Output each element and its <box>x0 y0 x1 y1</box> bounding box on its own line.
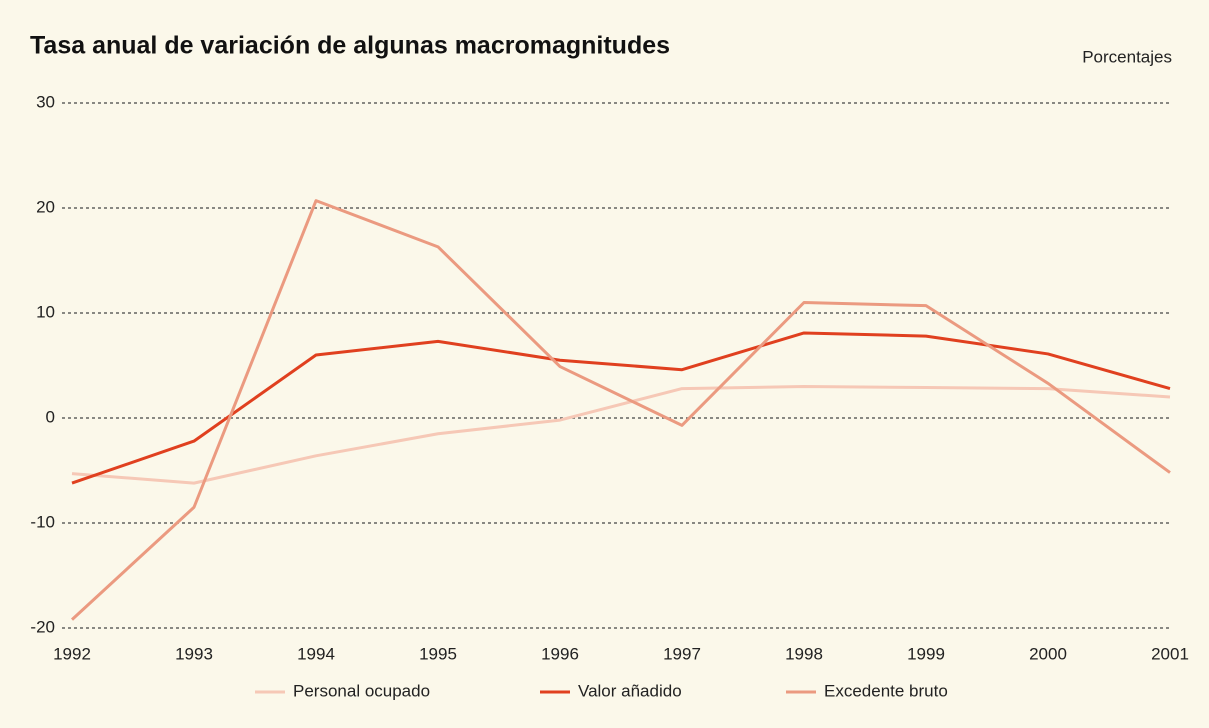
x-tick-label: 2001 <box>1151 644 1189 663</box>
x-tick-label: 1997 <box>663 644 701 663</box>
x-tick-label: 1996 <box>541 644 579 663</box>
y-tick-label: 30 <box>36 92 55 111</box>
y-tick-label: 20 <box>36 197 55 216</box>
y-axis-unit: Porcentajes <box>1082 47 1172 66</box>
y-tick-label: 10 <box>36 302 55 321</box>
legend-label: Valor añadido <box>578 681 682 700</box>
legend-label: Personal ocupado <box>293 681 430 700</box>
x-tick-label: 1993 <box>175 644 213 663</box>
y-tick-label: -20 <box>30 617 55 636</box>
x-tick-label: 1995 <box>419 644 457 663</box>
x-tick-label: 1999 <box>907 644 945 663</box>
y-tick-label: -10 <box>30 512 55 531</box>
x-tick-label: 2000 <box>1029 644 1067 663</box>
line-series <box>71 385 1171 485</box>
chart-title: Tasa anual de variación de algunas macro… <box>30 32 670 60</box>
line-series <box>70 199 1171 621</box>
x-tick-label: 1992 <box>53 644 91 663</box>
legend-label: Excedente bruto <box>824 681 948 700</box>
x-tick-label: 1998 <box>785 644 823 663</box>
x-tick-label: 1994 <box>297 644 335 663</box>
y-tick-label: 0 <box>46 407 55 426</box>
